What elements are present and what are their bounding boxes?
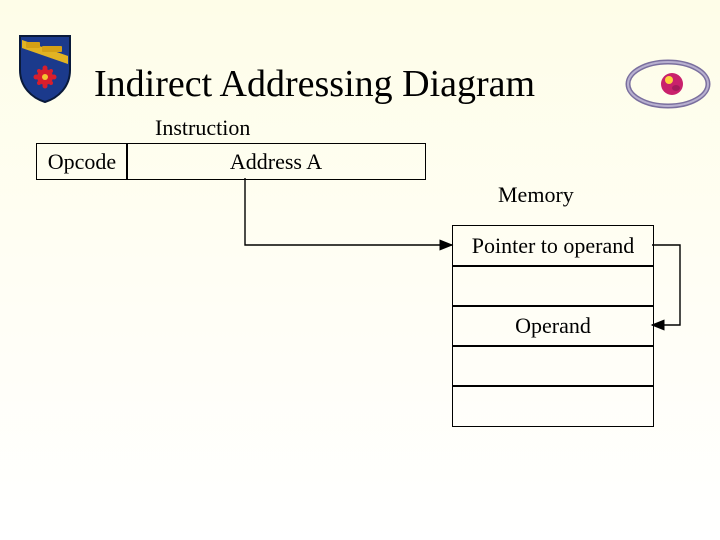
crest-logo [16,32,74,109]
pointer-text: Pointer to operand [472,233,635,259]
operand-text: Operand [515,313,591,339]
memory-row-operand: Operand [452,305,654,347]
memory-label: Memory [498,182,574,208]
page-title: Indirect Addressing Diagram [94,62,535,106]
opcode-text: Opcode [48,149,116,175]
memory-row-pointer: Pointer to operand [452,225,654,267]
address-a-text: Address A [230,149,322,175]
memory-row-2 [452,265,654,307]
arrow-pointer-to-operand [652,245,680,325]
arrow-addra-to-pointer [245,178,452,245]
orbit-logo [624,48,712,125]
instruction-label: Instruction [155,115,250,141]
address-a-box: Address A [126,143,426,180]
memory-row-5 [452,385,654,427]
memory-row-4 [452,345,654,387]
opcode-box: Opcode [36,143,128,180]
